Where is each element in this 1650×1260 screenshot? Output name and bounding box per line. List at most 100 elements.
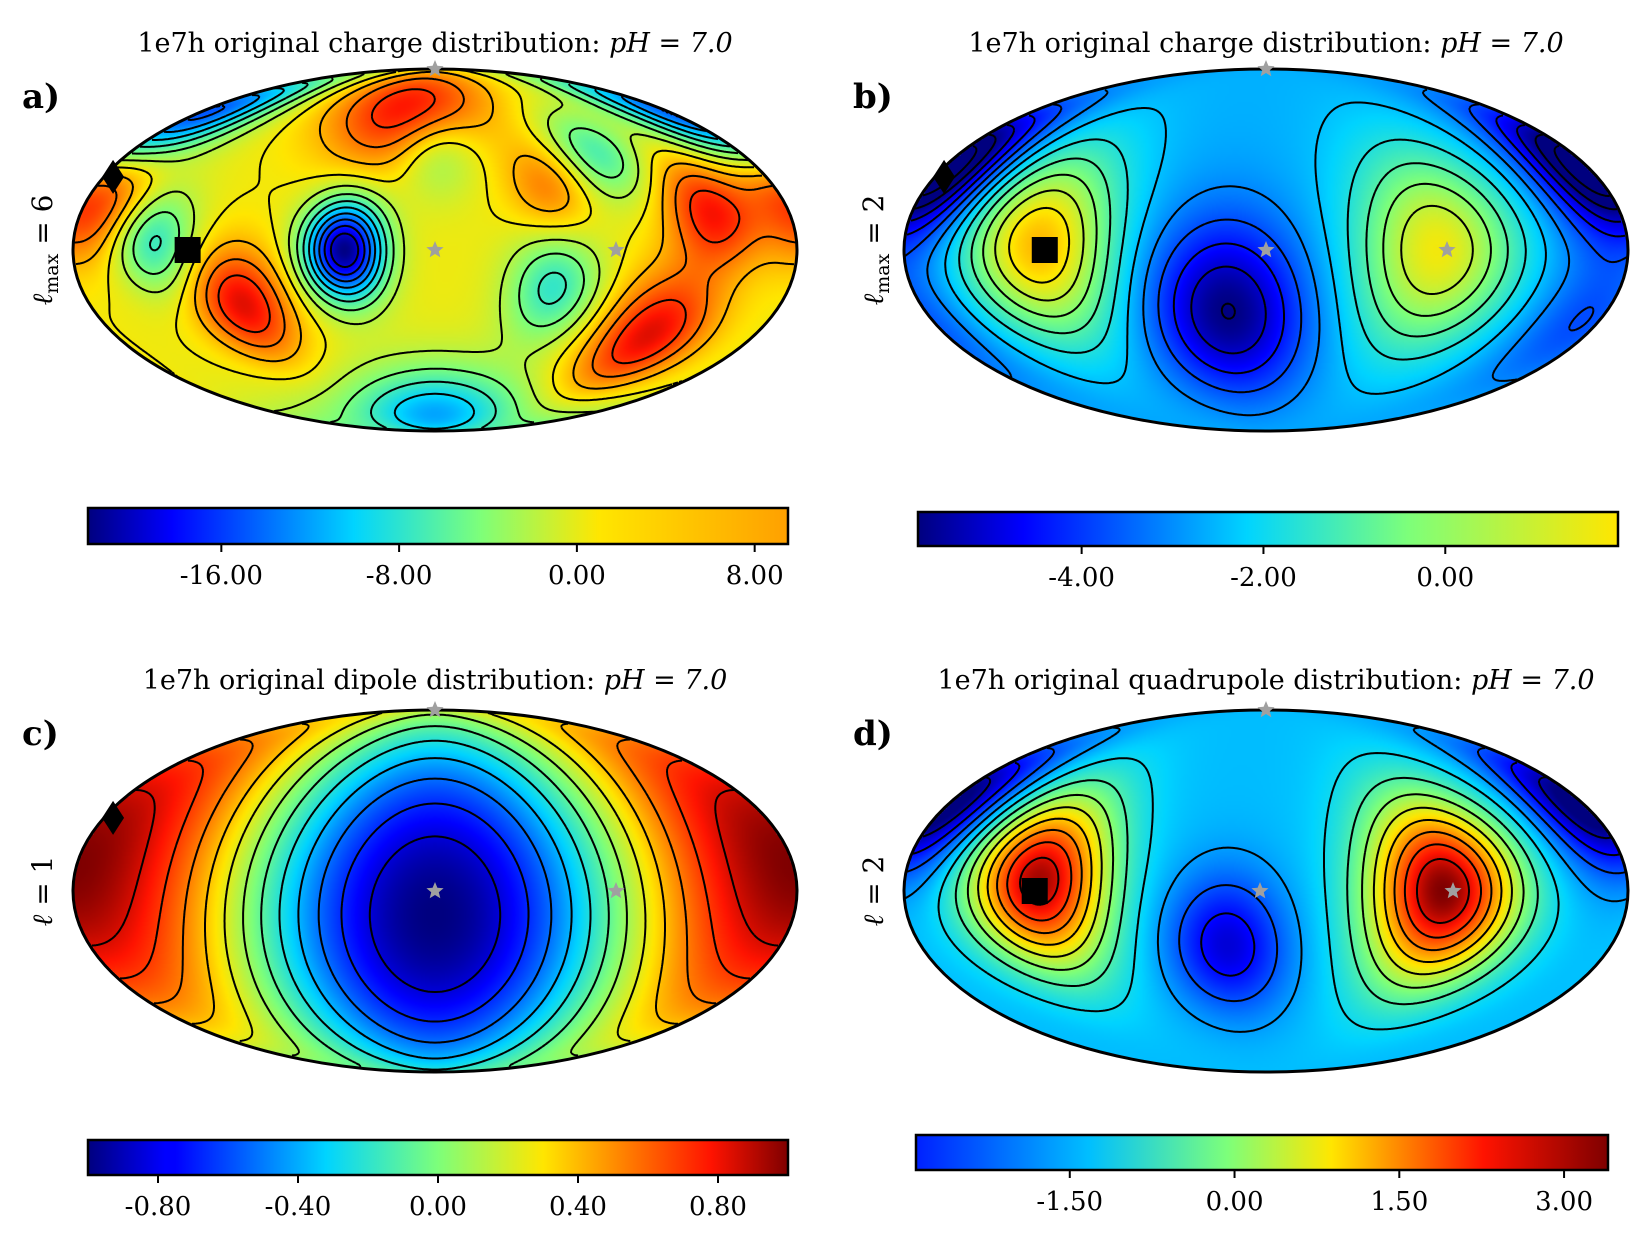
contour-line xyxy=(937,752,1560,1031)
panel-c-tick-3-label: 0.40 xyxy=(549,1192,607,1222)
contour-line xyxy=(954,776,1539,1006)
panel-d-tick-2-label: 1.50 xyxy=(1370,1187,1428,1217)
contour-line xyxy=(914,133,1618,320)
panel-c-title: 1e7h original dipole distribution: pH = … xyxy=(143,665,728,696)
marker-star xyxy=(607,241,625,258)
marker-diamond xyxy=(102,159,125,194)
contour-line xyxy=(223,712,647,1042)
panel-b-tick-2-label: 0.00 xyxy=(1416,563,1474,593)
panel-a-markers xyxy=(102,60,625,263)
panel-d-markers xyxy=(1021,701,1462,904)
contour-line xyxy=(958,138,1527,361)
contour-line xyxy=(977,806,1513,976)
panel-c: 1e7h original dipole distribution: pH = … xyxy=(22,665,799,1222)
panel-b: 1e7h original charge distribution: pH = … xyxy=(853,28,1630,593)
panel-a-ylabel: ℓmax = 6 xyxy=(26,195,63,306)
panel-c-contours xyxy=(91,712,779,1071)
panel-a: 1e7h original charge distribution: pH = … xyxy=(22,28,799,591)
panel-c-tick-4-label: 0.80 xyxy=(689,1192,747,1222)
marker-square xyxy=(1021,878,1048,904)
contour-line xyxy=(340,802,530,1023)
contour-line xyxy=(121,73,749,414)
panel-c-markers xyxy=(102,701,625,899)
panel-a-contours xyxy=(74,69,797,430)
marker-star xyxy=(1257,701,1275,718)
contour-line xyxy=(260,725,610,1068)
contour-line xyxy=(163,94,707,289)
marker-star xyxy=(1444,882,1462,899)
marker-square xyxy=(1031,237,1058,263)
contour-line xyxy=(329,232,360,268)
marker-star xyxy=(1257,241,1275,258)
panel-b-colorbar xyxy=(916,510,1620,548)
contour-line xyxy=(242,713,628,1057)
contour-line xyxy=(187,104,679,283)
marker-star xyxy=(426,882,444,899)
contour-line xyxy=(986,817,1503,963)
panel-a-letter: a) xyxy=(22,77,60,117)
contour-line xyxy=(317,777,553,1044)
panel-d-ylabel: ℓ = 2 xyxy=(857,856,890,927)
contour-line xyxy=(912,761,1620,977)
contour-line xyxy=(120,759,750,980)
panel-c-ylabel: ℓ = 1 xyxy=(26,856,59,927)
marker-star xyxy=(426,241,444,258)
panel-b-ylabel: ℓmax = 2 xyxy=(857,195,894,306)
contour-line xyxy=(970,157,1509,338)
panel-a-tick-0-label: -16.00 xyxy=(180,561,263,591)
contour-line xyxy=(996,828,1493,952)
contour-line xyxy=(297,757,573,1060)
contour-line xyxy=(217,88,741,365)
panel-c-tick-2-label: 0.00 xyxy=(409,1192,467,1222)
contour-line xyxy=(966,793,1525,989)
marker-diamond xyxy=(102,800,125,835)
panel-b-title: 1e7h original charge distribution: pH = … xyxy=(968,28,1563,59)
contour-line xyxy=(906,747,1626,1003)
panel-a-tick-1-label: -8.00 xyxy=(366,561,433,591)
contour-line xyxy=(906,114,1626,375)
contour-line xyxy=(74,77,797,378)
panel-b-contours xyxy=(904,88,1628,417)
panel-c-tick-1-label: -0.40 xyxy=(265,1192,332,1222)
panel-b-markers xyxy=(933,60,1456,263)
panel-b-colorbar-ticks: -4.00 -2.00 0.00 xyxy=(1048,546,1474,593)
marker-star xyxy=(426,701,444,718)
panel-b-letter: b) xyxy=(853,77,893,117)
panel-b-tick-0-label: -4.00 xyxy=(1048,563,1115,593)
contour-line xyxy=(926,88,1571,417)
panel-a-tick-2-label: 0.00 xyxy=(548,561,606,591)
panel-d-letter: d) xyxy=(853,714,893,754)
contour-line xyxy=(132,77,739,424)
panel-d-tick-3-label: 3.00 xyxy=(1535,1187,1593,1217)
contour-line xyxy=(1006,841,1482,939)
contour-line xyxy=(323,224,366,276)
panel-c-tick-0-label: -0.80 xyxy=(125,1192,192,1222)
panel-a-title: 1e7h original charge distribution: pH = … xyxy=(137,28,732,59)
marker-diamond xyxy=(933,159,956,194)
panel-c-letter: c) xyxy=(22,714,59,754)
panel-d-colorbar-ticks: -1.50 0.00 1.50 3.00 xyxy=(1036,1170,1593,1217)
panel-a-colorbar-ticks: -16.00 -8.00 0.00 8.00 xyxy=(180,544,784,591)
marker-star xyxy=(607,882,625,899)
marker-square xyxy=(174,237,201,263)
contour-line xyxy=(1008,206,1071,284)
panel-c-colorbar xyxy=(86,1138,790,1177)
contour-line xyxy=(982,173,1492,318)
marker-star xyxy=(1438,241,1456,258)
contour-line xyxy=(994,189,1474,302)
panel-b-tick-1-label: -2.00 xyxy=(1230,563,1297,593)
contour-line xyxy=(91,789,779,947)
panel-c-colorbar-ticks: -0.80 -0.40 0.00 0.40 0.80 xyxy=(125,1175,747,1222)
panel-a-tick-3-label: 8.00 xyxy=(726,561,784,591)
panel-d: 1e7h original quadrupole distribution: p… xyxy=(853,665,1630,1217)
marker-star xyxy=(1251,882,1269,899)
panel-d-title: 1e7h original quadrupole distribution: p… xyxy=(937,665,1594,696)
panel-d-colorbar xyxy=(914,1133,1610,1172)
contour-line xyxy=(944,101,1547,395)
panel-d-tick-1-label: 0.00 xyxy=(1206,1187,1264,1217)
contour-line xyxy=(75,70,795,390)
marker-star xyxy=(426,60,444,77)
contour-line xyxy=(278,739,592,1071)
contour-line xyxy=(368,835,502,993)
